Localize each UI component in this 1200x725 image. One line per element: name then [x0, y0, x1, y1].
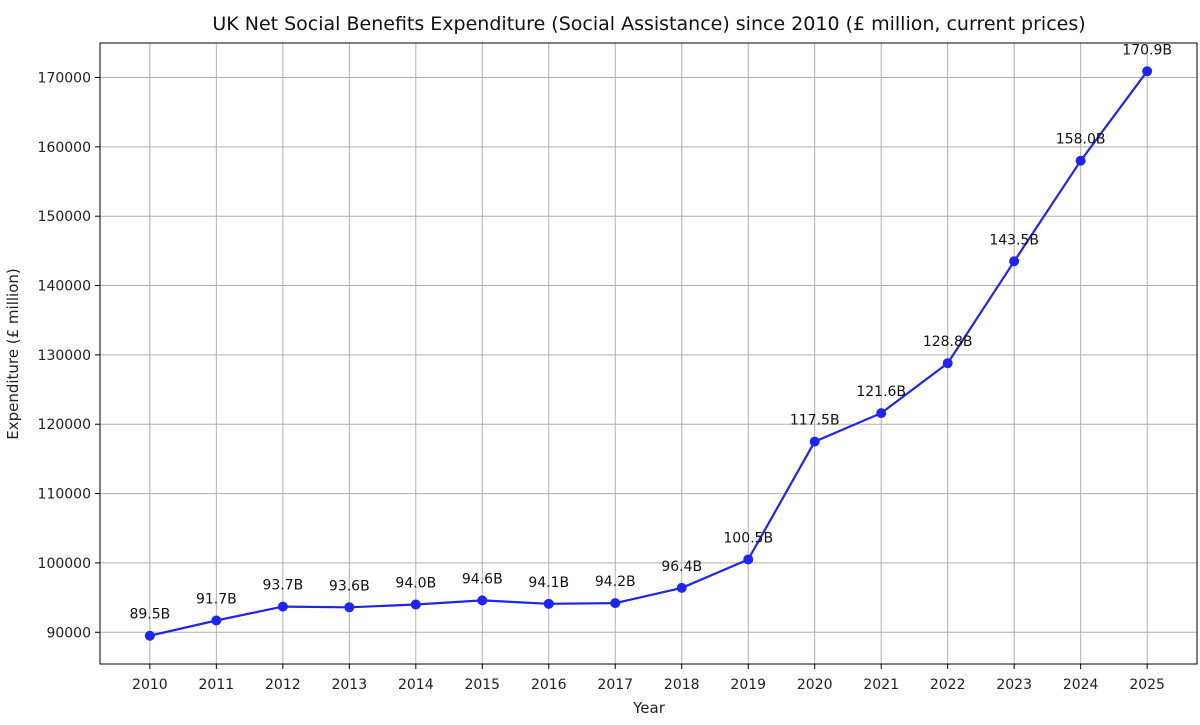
data-point: [809, 436, 820, 447]
data-label: 94.0B: [395, 576, 436, 592]
x-tick-label: 2020: [797, 677, 833, 693]
data-point: [211, 615, 222, 626]
data-label: 91.7B: [196, 591, 237, 607]
data-point: [676, 582, 687, 593]
data-label: 94.6B: [462, 571, 503, 587]
x-tick-label: 2012: [265, 677, 301, 693]
data-point: [1075, 155, 1086, 166]
grid: [100, 43, 1197, 664]
chart-title: UK Net Social Benefits Expenditure (Soci…: [212, 13, 1085, 35]
x-tick-label: 2023: [996, 677, 1032, 693]
y-tick-label: 130000: [38, 348, 91, 364]
x-axis-label: Year: [632, 699, 666, 717]
x-tick-label: 2013: [331, 677, 367, 693]
y-tick-label: 140000: [38, 279, 91, 295]
x-tick-label: 2017: [597, 677, 633, 693]
data-label: 89.5B: [129, 607, 170, 623]
x-tick-label: 2019: [730, 677, 766, 693]
data-label: 128.8B: [923, 334, 973, 350]
data-point: [942, 358, 953, 369]
x-axis: 2010 2011 2012 2013 2014 2015 2016 2017 2018 2019…: [132, 664, 1165, 693]
data-point: [743, 554, 754, 565]
data-label: 93.7B: [262, 578, 303, 594]
data-point: [344, 602, 355, 613]
y-axis-label: Expenditure (£ million): [4, 268, 22, 440]
data-point: [144, 630, 155, 641]
data-label: 117.5B: [790, 413, 840, 429]
x-tick-label: 2015: [464, 677, 500, 693]
data-label: 93.6B: [329, 578, 370, 594]
data-label: 170.9B: [1122, 42, 1172, 58]
x-tick-label: 2025: [1129, 677, 1165, 693]
x-tick-label: 2021: [863, 677, 899, 693]
x-tick-label: 2014: [398, 677, 434, 693]
y-tick-label: 120000: [38, 417, 91, 433]
series-line: [149, 70, 1148, 637]
y-tick-label: 110000: [38, 487, 91, 503]
data-label: 121.6B: [856, 384, 906, 400]
x-tick-label: 2024: [1063, 677, 1099, 693]
data-label: 143.5B: [989, 232, 1039, 248]
y-tick-label: 100000: [38, 556, 91, 572]
data-point: [1142, 66, 1153, 77]
x-tick-label: 2018: [664, 677, 700, 693]
data-point: [610, 598, 621, 609]
data-point: [277, 601, 288, 612]
data-label: 94.1B: [528, 575, 569, 591]
data-point: [876, 408, 887, 419]
y-tick-label: 90000: [46, 625, 91, 641]
data-labels: 89.5B 91.7B 93.7B 93.6B 94.0B 94.6B 94.1B 94.2B…: [129, 42, 1172, 622]
data-point: [1009, 256, 1020, 267]
data-label: 100.5B: [723, 530, 773, 546]
data-points: [144, 66, 1153, 641]
data-point: [477, 595, 488, 606]
data-point: [410, 599, 421, 610]
y-tick-label: 160000: [38, 140, 91, 156]
plot-frame: [99, 42, 1198, 665]
y-tick-label: 150000: [38, 209, 91, 225]
x-tick-label: 2010: [132, 677, 168, 693]
x-tick-label: 2022: [930, 677, 966, 693]
x-tick-label: 2011: [199, 677, 235, 693]
data-label: 158.0B: [1056, 132, 1106, 148]
y-axis: 90000 100000 110000 120000 130000 140000 15000…: [38, 71, 100, 641]
data-point: [543, 598, 554, 609]
data-label: 94.2B: [595, 574, 636, 590]
x-tick-label: 2016: [531, 677, 567, 693]
y-tick-label: 170000: [38, 71, 91, 87]
data-label: 96.4B: [661, 559, 702, 575]
